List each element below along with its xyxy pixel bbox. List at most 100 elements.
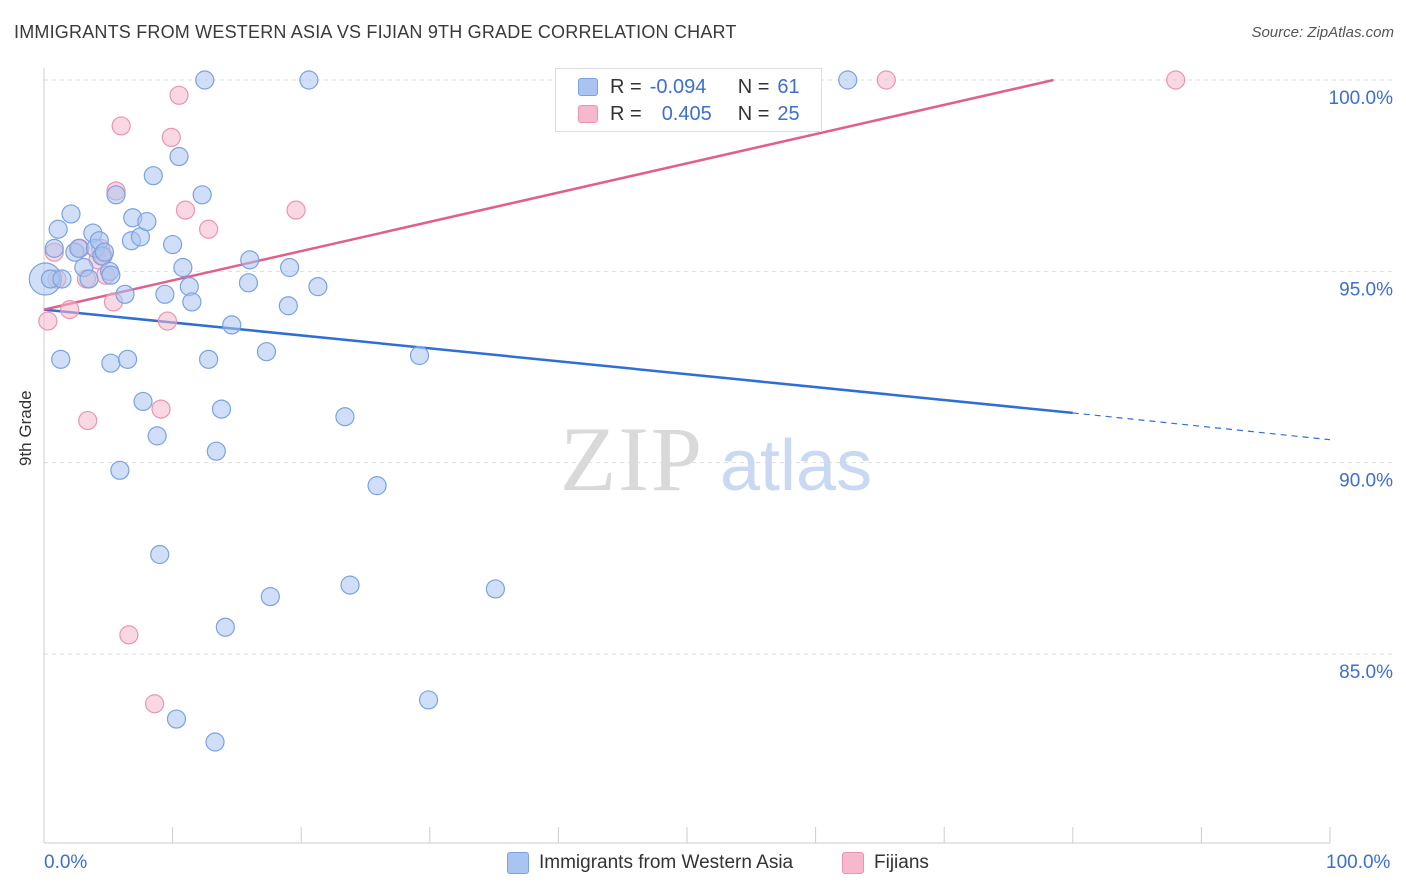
- point-western-asia: [117, 349, 138, 369]
- point-fijians: [199, 219, 219, 239]
- data-points: [28, 70, 1186, 752]
- point-western-asia: [278, 296, 298, 316]
- point-western-asia: [173, 257, 193, 278]
- watermark-zip: ZIP: [560, 408, 704, 510]
- point-western-asia: [260, 586, 280, 607]
- point-western-asia: [150, 544, 170, 565]
- point-western-asia: [367, 476, 387, 496]
- legend-r-label: R =: [610, 75, 642, 98]
- point-western-asia: [163, 234, 183, 255]
- bottom-legend-swatch-pink: [842, 852, 864, 874]
- point-western-asia: [335, 407, 355, 427]
- point-western-asia: [61, 204, 81, 224]
- point-fijians: [151, 399, 171, 419]
- point-western-asia: [101, 265, 121, 285]
- point-western-asia: [199, 349, 219, 369]
- point-western-asia: [110, 460, 130, 480]
- point-western-asia: [238, 273, 259, 293]
- point-fijians: [119, 625, 139, 645]
- point-western-asia: [147, 426, 167, 446]
- point-western-asia: [418, 690, 439, 710]
- legend-r-value: -0.094: [649, 75, 707, 98]
- point-western-asia: [51, 349, 71, 369]
- point-western-asia: [94, 242, 115, 262]
- point-western-asia: [205, 732, 225, 752]
- point-western-asia: [101, 353, 121, 373]
- point-western-asia: [166, 709, 187, 729]
- point-western-asia: [485, 579, 505, 599]
- trend-line-western-asia: [43, 308, 1073, 415]
- point-fijians: [78, 410, 98, 431]
- bottom-legend-western-asia[interactable]: Immigrants from Western Asia: [507, 852, 793, 874]
- point-western-asia: [409, 345, 430, 366]
- gridlines: [44, 79, 1395, 655]
- trend-line-western-asia-extension: [1072, 412, 1331, 441]
- point-western-asia: [256, 342, 277, 362]
- legend-n-value: 25: [777, 102, 800, 125]
- point-western-asia: [308, 277, 328, 297]
- legend-swatch-pink: [578, 105, 598, 123]
- legend-n-label: N =: [737, 75, 770, 98]
- point-fijians: [175, 200, 196, 220]
- point-western-asia: [240, 250, 260, 270]
- point-western-asia: [192, 185, 212, 205]
- legend-row-fijians: R = 0.405 N = 25: [578, 101, 800, 127]
- trend-line-fijians: [43, 78, 1054, 311]
- point-western-asia: [155, 284, 175, 304]
- point-western-asia: [106, 185, 126, 205]
- point-fijians: [876, 70, 896, 90]
- source-note: Source: ZipAtlas.com: [1251, 24, 1394, 41]
- legend-n-label: N =: [737, 102, 770, 125]
- y-axis-label: 9th Grade: [16, 390, 35, 466]
- legend-row-western-asia: R = -0.094 N = 61: [578, 74, 800, 100]
- y-tick-label: 100.0%: [1329, 88, 1394, 109]
- point-western-asia: [222, 315, 242, 335]
- point-fijians: [60, 300, 80, 320]
- point-western-asia: [340, 575, 360, 595]
- y-tick-label: 85.0%: [1339, 662, 1393, 683]
- legend-r-label: R =: [610, 102, 642, 125]
- point-western-asia: [143, 166, 163, 186]
- correlation-legend: R = -0.094 N = 61 R = 0.405 N = 25: [555, 68, 822, 132]
- point-western-asia: [215, 617, 235, 637]
- point-fijians: [38, 311, 58, 331]
- legend-r-value: 0.405: [661, 102, 712, 125]
- point-fijians: [157, 311, 178, 331]
- point-western-asia: [838, 70, 858, 90]
- chart-title: IMMIGRANTS FROM WESTERN ASIA VS FIJIAN 9…: [14, 22, 737, 42]
- x-tick-label-min: 0.0%: [44, 852, 88, 873]
- point-western-asia: [195, 70, 215, 90]
- trend-lines: [43, 78, 1331, 441]
- point-fijians: [111, 116, 131, 136]
- bottom-legend-label: Immigrants from Western Asia: [539, 852, 794, 873]
- point-western-asia: [206, 441, 226, 461]
- point-western-asia: [133, 391, 153, 412]
- bottom-legend-swatch-blue: [507, 852, 529, 874]
- axes: [43, 68, 1331, 844]
- bottom-legend-label: Fijians: [874, 852, 929, 873]
- point-western-asia: [211, 399, 232, 419]
- point-western-asia: [79, 269, 99, 289]
- point-fijians: [286, 200, 306, 220]
- point-western-asia: [52, 269, 72, 289]
- point-fijians: [169, 85, 189, 105]
- point-fijians: [161, 127, 181, 147]
- point-western-asia: [280, 257, 300, 278]
- y-tick-label: 95.0%: [1339, 279, 1393, 300]
- legend-n-value: 61: [777, 75, 800, 98]
- point-western-asia: [48, 219, 68, 239]
- legend-swatch-blue: [578, 78, 598, 96]
- point-western-asia: [69, 238, 89, 258]
- watermark-atlas: atlas: [720, 426, 872, 506]
- y-tick-label: 90.0%: [1339, 471, 1393, 492]
- point-western-asia: [44, 238, 64, 258]
- point-fijians: [1166, 70, 1186, 90]
- x-tick-label-max: 100.0%: [1326, 852, 1391, 873]
- point-fijians: [144, 694, 165, 714]
- point-western-asia: [299, 70, 319, 90]
- y-tick-labels: 85.0% 90.0% 95.0% 100.0%: [1329, 88, 1394, 683]
- watermark: ZIP atlas: [560, 408, 872, 510]
- bottom-legend-fijians[interactable]: Fijians: [842, 852, 929, 874]
- point-western-asia: [137, 211, 157, 232]
